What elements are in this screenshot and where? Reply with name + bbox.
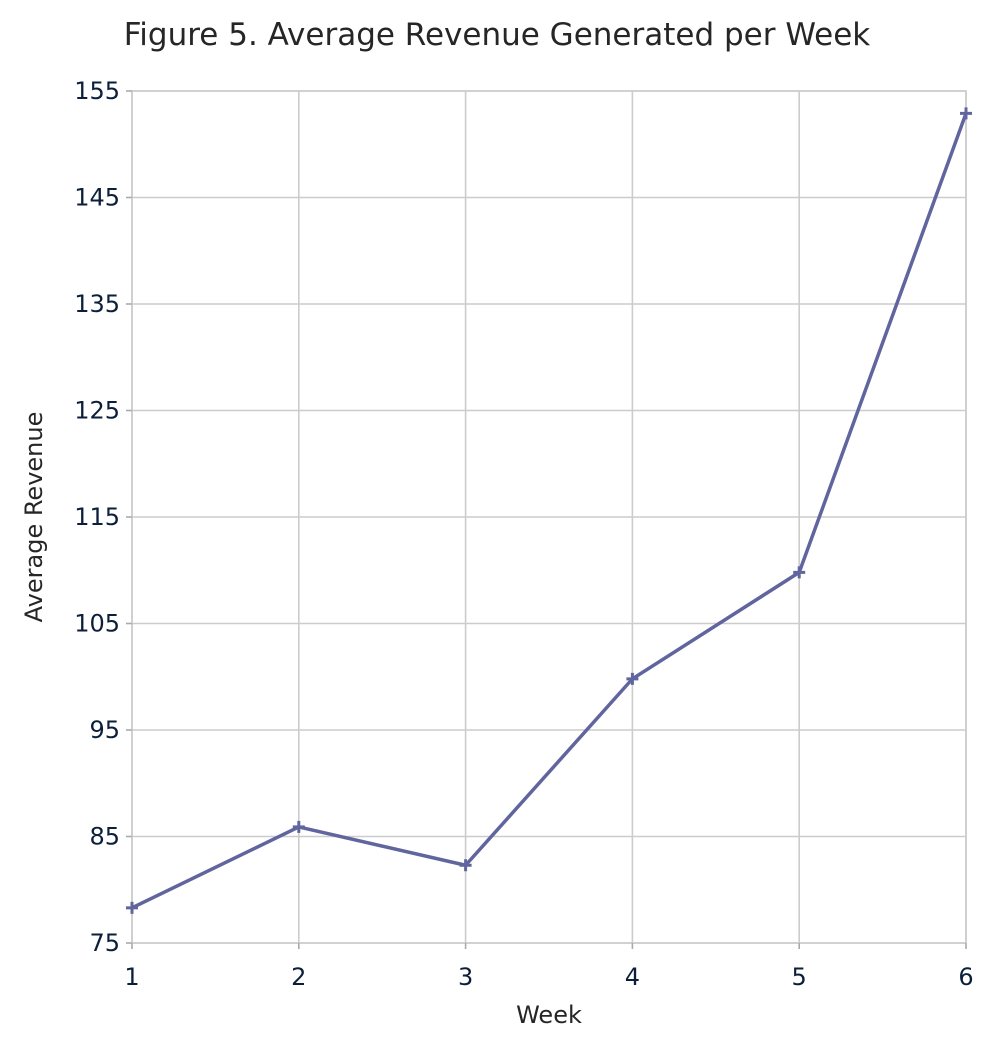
y-axis-label: Average Revenue	[20, 412, 48, 623]
y-tick-label: 95	[89, 716, 120, 744]
y-tick-label: 155	[74, 77, 120, 105]
y-tick-label: 115	[74, 503, 120, 531]
x-tick-label: 5	[792, 963, 807, 991]
x-tick-label: 6	[958, 963, 973, 991]
grid	[131, 90, 967, 944]
series-line	[130, 111, 968, 910]
series	[126, 107, 972, 914]
data-point-marker	[292, 820, 305, 833]
y-tick-label: 85	[89, 823, 120, 851]
x-tick-label: 1	[124, 963, 139, 991]
data-point-marker	[626, 672, 639, 685]
x-tick-label: 3	[458, 963, 473, 991]
y-axis-ticks: 75 85 95 105 115 125 135 145 155	[74, 77, 132, 957]
data-point-marker	[793, 566, 806, 579]
x-axis-ticks: 1 2 3 4 5 6	[124, 943, 974, 991]
y-tick-label: 135	[74, 290, 120, 318]
y-tick-label: 75	[89, 929, 120, 957]
y-tick-label: 125	[74, 397, 120, 425]
x-tick-label: 4	[625, 963, 640, 991]
data-point-marker	[126, 901, 138, 914]
x-tick-label: 2	[291, 963, 306, 991]
y-tick-label: 105	[74, 610, 120, 638]
chart-title: Figure 5. Average Revenue Generated per …	[124, 17, 871, 53]
x-axis-label: Week	[516, 1001, 582, 1029]
data-point-marker	[960, 107, 972, 120]
y-tick-label: 145	[74, 184, 120, 212]
data-point-marker	[459, 859, 472, 872]
